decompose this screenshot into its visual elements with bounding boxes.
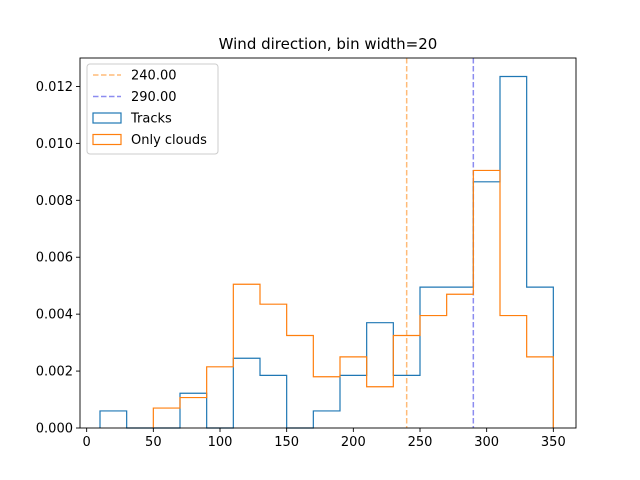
bar-tracks-10 — [100, 411, 127, 428]
legend-swatch — [92, 133, 122, 146]
bar-only-clouds-250 — [420, 316, 447, 428]
bar-only-clouds-310 — [500, 316, 527, 428]
bar-only-clouds-290 — [473, 170, 500, 428]
bar-only-clouds-190 — [340, 357, 367, 428]
x-tick-label: 250 — [408, 435, 433, 450]
bar-only-clouds-270 — [447, 294, 474, 428]
y-tick-label: 0.008 — [36, 194, 73, 209]
y-tick-label: 0.012 — [36, 80, 73, 95]
bar-only-clouds-210 — [367, 387, 394, 428]
y-tick-label: 0.004 — [36, 308, 73, 323]
legend-item-240.00: 240.00 — [93, 69, 177, 84]
x-tick-label: 150 — [274, 435, 299, 450]
legend-label: Only clouds — [131, 133, 207, 148]
x-tick-label: 50 — [145, 435, 162, 450]
y-tick-label: 0.002 — [36, 365, 73, 380]
series-tracks — [99, 75, 554, 429]
bar-only-clouds-170 — [313, 377, 340, 428]
y-tick-label: 0.006 — [36, 251, 73, 266]
legend: 240.00 290.00 Tracks Only clouds — [86, 63, 219, 155]
bar-only-clouds-50 — [153, 408, 180, 428]
legend-label: 290.00 — [131, 90, 177, 105]
bar-only-clouds-110 — [233, 284, 260, 428]
x-tick-label: 100 — [208, 435, 233, 450]
bar-only-clouds-230 — [393, 336, 420, 429]
bar-only-clouds-130 — [260, 304, 287, 428]
bar-only-clouds-90 — [207, 367, 234, 428]
x-tick-label: 200 — [341, 435, 366, 450]
bar-only-clouds-70 — [180, 398, 207, 428]
bar-only-clouds-330 — [527, 357, 554, 428]
legend-label: 240.00 — [131, 69, 177, 84]
y-tick-label: 0.000 — [36, 422, 73, 437]
y-tick-label: 0.010 — [36, 137, 73, 152]
bar-only-clouds-150 — [287, 336, 314, 429]
legend-item-290.00: 290.00 — [93, 90, 177, 105]
series-only-clouds — [152, 169, 554, 428]
chart-title: Wind direction, bin width=20 — [219, 35, 438, 53]
axes-frame — [79, 57, 577, 429]
legend-box — [86, 63, 219, 155]
x-tick-label: 350 — [541, 435, 566, 450]
legend-swatch — [92, 112, 122, 124]
legend-label: Tracks — [130, 112, 172, 127]
legend-item-only-clouds: Only clouds — [92, 133, 207, 148]
x-tick-label: 0 — [83, 435, 91, 450]
legend-item-tracks: Tracks — [92, 112, 172, 127]
x-tick-label: 300 — [474, 435, 499, 450]
